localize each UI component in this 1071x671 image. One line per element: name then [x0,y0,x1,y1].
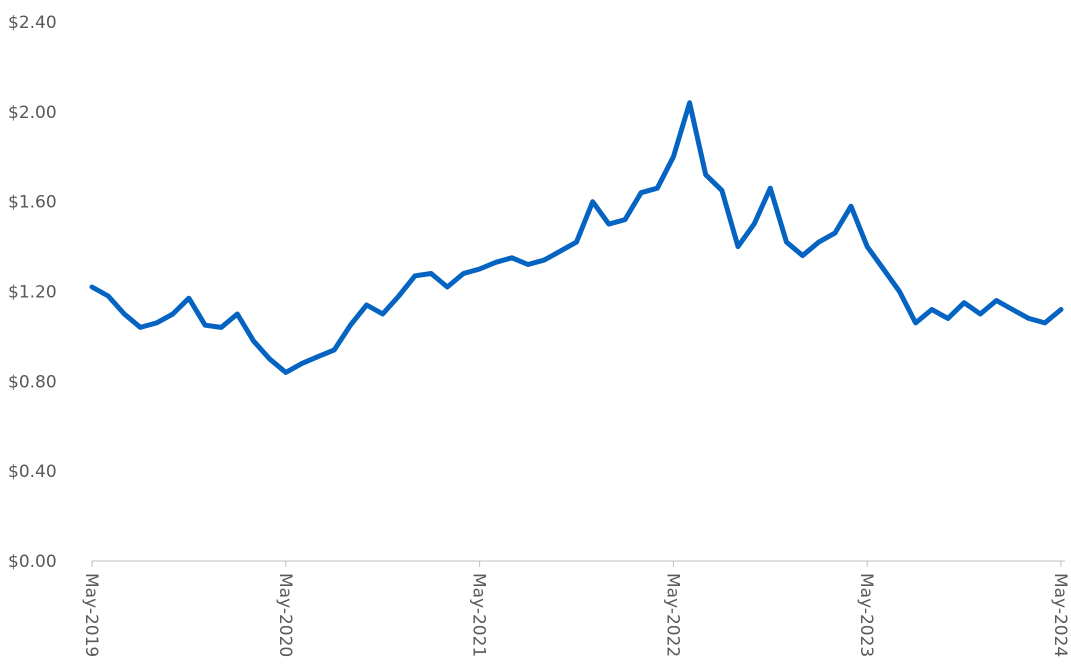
x-tick-label: May-2022 [662,573,682,657]
x-tick-label: May-2024 [1050,573,1070,657]
x-axis-ticks [91,561,1062,567]
y-tick-label: $1.20 [8,283,57,303]
x-tick-label: May-2023 [856,573,876,657]
y-axis-tick-labels: $0.00 $0.40 $0.80 $1.20 $1.60 $2.00 $2.40 [8,13,57,572]
y-tick-label: $2.00 [8,103,57,123]
y-tick-label: $0.80 [8,372,57,392]
x-tick-label: May-2021 [469,573,489,657]
x-tick-label: May-2019 [81,573,101,657]
y-tick-label: $0.40 [8,462,57,482]
y-tick-label: $2.40 [8,13,57,33]
x-axis-tick-labels: May-2019 May-2020 May-2021 May-2022 May-2023… [81,573,1070,657]
y-tick-label: $1.60 [8,193,57,213]
x-tick-label: May-2020 [275,573,295,657]
y-tick-label: $0.00 [8,552,57,572]
price-series-line [89,100,1064,375]
